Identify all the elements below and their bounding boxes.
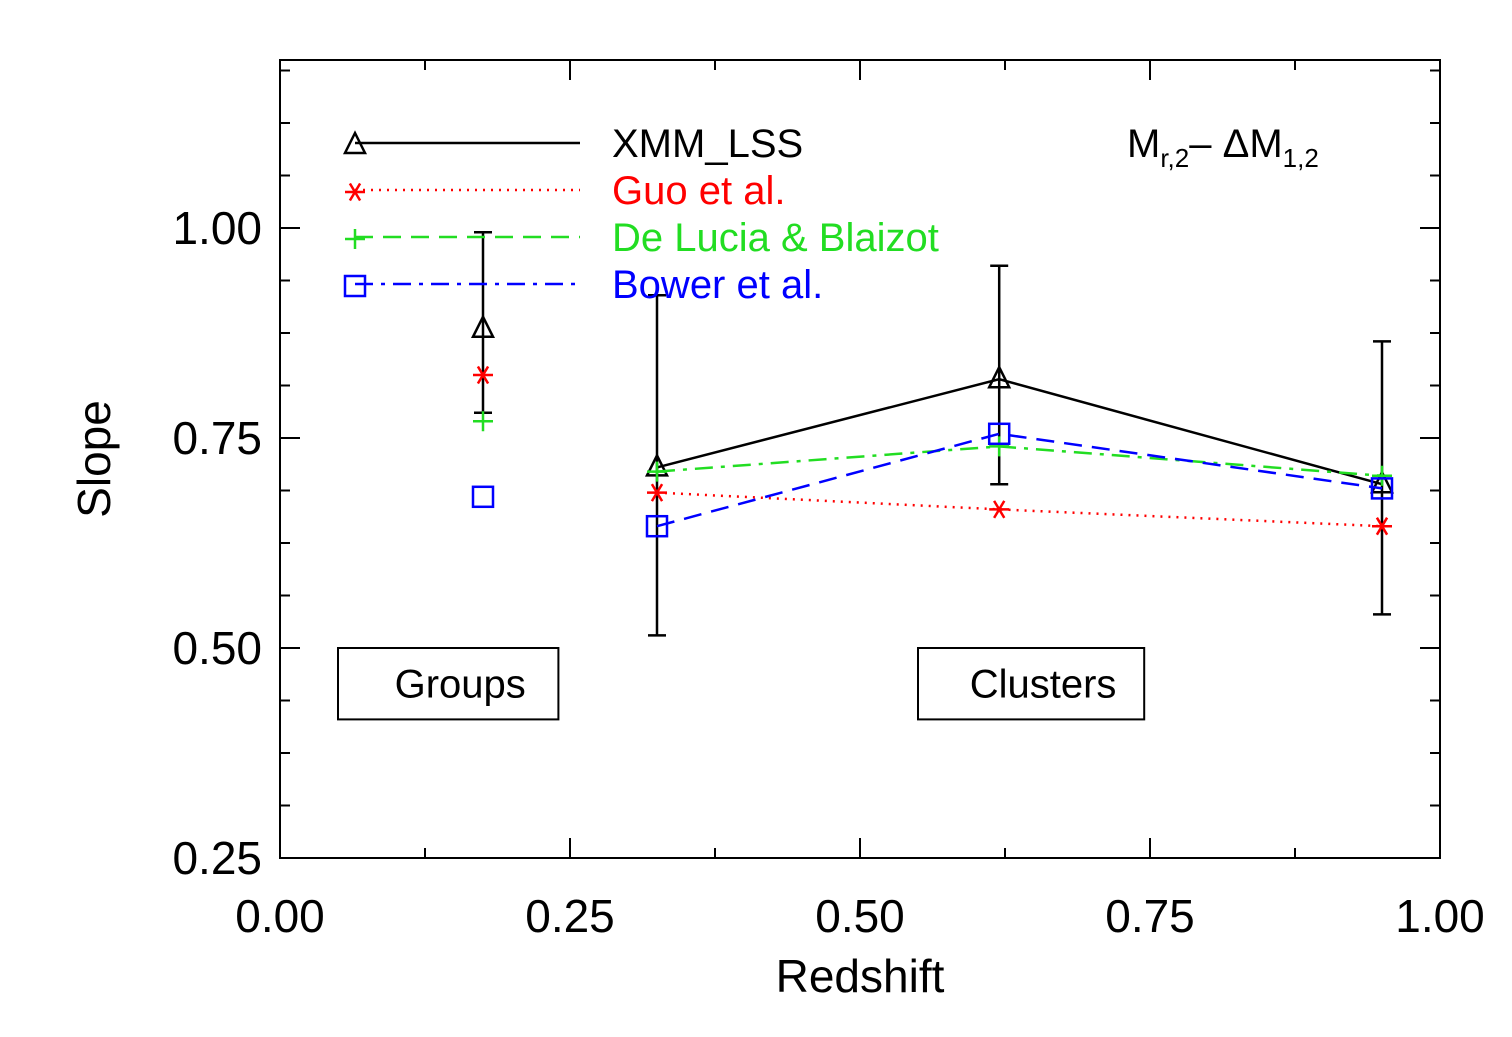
data-point-asterisk [647,483,667,502]
series-line [656,432,1383,528]
data-series [470,230,1395,637]
data-point-square [1370,477,1394,500]
annotation-sub2: 1,2 [1283,143,1319,173]
data-point-square [987,422,1011,446]
series-bower-et-al- [471,422,1394,538]
y-tick-label: 0.25 [172,832,262,884]
data-point-square [645,514,669,538]
axis-ticks [279,60,1441,859]
region-box-label: Groups [395,663,526,707]
data-point-asterisk [473,365,493,385]
data-point-asterisk [989,500,1010,519]
magnitude-annotation: Mr,2– ΔM1,2 [1127,122,1319,173]
series-de-lucia-blaizot [473,411,1392,486]
x-tick-label: 0.75 [1105,890,1195,942]
legend-marker-square [343,274,367,298]
legend-marker-plus [345,229,365,249]
data-point-plus [989,436,1010,457]
region-box-label: Clusters [970,663,1117,707]
y-tick-label: 1.00 [172,202,262,254]
y-tick-label: 0.75 [172,412,262,464]
x-axis-title: Redshift [776,950,945,1002]
plot-frame [279,59,1441,859]
data-point-triangle [1369,469,1395,494]
y-tick-label: 0.50 [172,622,262,674]
data-point-plus [1372,465,1392,486]
data-point-triangle [470,314,496,339]
data-point-triangle [987,364,1012,389]
data-point-square [471,485,495,509]
x-tick-label: 0.25 [525,890,615,942]
series-guo-et-al- [473,365,1392,536]
legend-label: Guo et al. [612,169,785,213]
legend-label: XMM_LSS [612,122,803,166]
region-box [337,647,560,721]
data-point-plus [647,461,667,482]
x-tick-label: 1.00 [1395,890,1485,942]
x-tick-label: 0.50 [815,890,905,942]
x-tick-label: 0.00 [235,890,325,942]
tick-labels: 0.00 0.25 0.50 0.75 1.00 0.25 0.50 0.75 1.00 [172,202,1484,942]
annotation-main: M [1127,122,1160,166]
y-axis-title: Slope [68,400,120,518]
legend-label: Bower et al. [612,263,823,307]
annotation-sub1: r,2 [1160,143,1189,173]
region-boxes: Groups Clusters [337,647,1146,721]
series-xmm-lss [470,230,1395,637]
data-point-plus [473,411,493,432]
legend-marker-asterisk [345,182,365,202]
region-box [917,647,1146,721]
annotation-mid: – ΔM [1189,122,1282,166]
legend-label: De Lucia & Blaizot [612,216,939,260]
series-line [656,445,1383,478]
data-point-asterisk [1372,517,1392,536]
legend-marker-triangle [342,130,368,155]
